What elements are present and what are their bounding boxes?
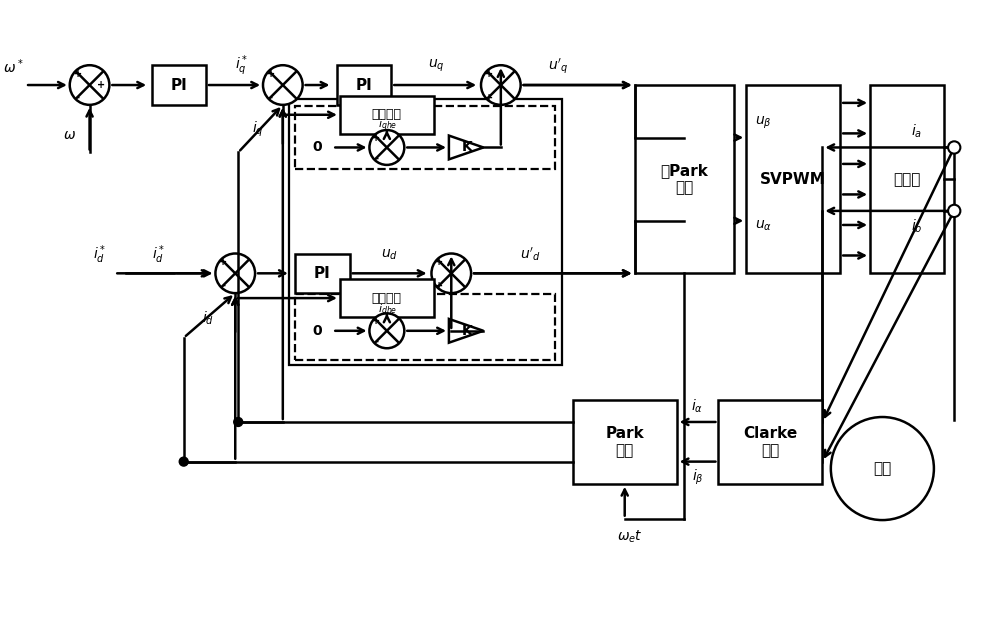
Text: 反Park
变换: 反Park 变换: [660, 163, 708, 195]
Text: 0: 0: [313, 324, 322, 338]
Bar: [870, 85, 944, 273]
Text: $i_q$: $i_q$: [252, 120, 264, 139]
Text: PI: PI: [356, 77, 372, 93]
Bar: [340, 279, 434, 317]
Text: $u_\beta$: $u_\beta$: [755, 114, 772, 131]
Text: Clarke
变换: Clarke 变换: [743, 426, 798, 458]
Text: $i_\alpha$: $i_\alpha$: [691, 397, 704, 415]
Text: $i_\beta$: $i_\beta$: [692, 468, 703, 487]
Text: +: +: [485, 93, 493, 103]
Bar: [718, 400, 822, 484]
Circle shape: [948, 205, 960, 217]
Text: -: -: [374, 337, 378, 347]
Polygon shape: [449, 135, 483, 159]
Text: $i_b$: $i_b$: [911, 218, 922, 235]
Text: +: +: [435, 281, 443, 291]
Bar: [289, 99, 562, 365]
Circle shape: [369, 313, 404, 349]
Text: $u_q$: $u_q$: [428, 58, 445, 74]
Circle shape: [369, 130, 404, 165]
Text: -: -: [76, 93, 80, 103]
Circle shape: [948, 142, 960, 154]
Text: $i_{dhe}$: $i_{dhe}$: [378, 302, 398, 316]
Text: K: K: [462, 324, 473, 338]
Bar: [152, 66, 206, 105]
Text: $i_d^*$: $i_d^*$: [152, 243, 166, 266]
Text: K: K: [462, 140, 473, 154]
Text: PI: PI: [170, 77, 187, 93]
Text: +: +: [485, 69, 493, 79]
Bar: [337, 66, 391, 105]
Bar: [340, 96, 434, 133]
Circle shape: [831, 417, 934, 520]
Text: $u_d$: $u_d$: [381, 247, 398, 261]
Text: $i_{qhe}$: $i_{qhe}$: [378, 117, 398, 134]
Text: 0: 0: [313, 140, 322, 154]
Text: $\omega^*$: $\omega^*$: [3, 58, 24, 77]
Circle shape: [215, 253, 255, 293]
Text: PI: PI: [314, 266, 331, 281]
Circle shape: [431, 253, 471, 293]
Circle shape: [263, 66, 303, 105]
Bar: [635, 85, 734, 273]
Bar: [573, 400, 677, 484]
Text: $\omega$: $\omega$: [63, 127, 76, 142]
Bar: [295, 253, 350, 293]
Text: 电机: 电机: [873, 461, 892, 476]
Text: +: +: [372, 133, 380, 143]
Text: $\omega_e t$: $\omega_e t$: [617, 528, 643, 544]
Text: +: +: [372, 316, 380, 326]
Bar: [295, 106, 555, 169]
Bar: [295, 294, 555, 360]
Text: 谐波估计: 谐波估计: [372, 292, 402, 305]
Text: $i_d$: $i_d$: [202, 309, 215, 327]
Text: +: +: [74, 69, 82, 79]
Text: 逆变器: 逆变器: [893, 172, 921, 187]
Text: Park
变换: Park 变换: [605, 426, 644, 458]
Text: +: +: [267, 69, 275, 79]
Text: $i_d^*$: $i_d^*$: [93, 243, 106, 266]
Circle shape: [481, 66, 521, 105]
Text: $u'_d$: $u'_d$: [520, 246, 541, 263]
Text: $i_q^*$: $i_q^*$: [235, 54, 248, 78]
Text: +: +: [97, 80, 106, 90]
Text: -: -: [269, 93, 273, 103]
Text: SVPWM: SVPWM: [760, 172, 826, 187]
Text: -: -: [221, 281, 225, 291]
Text: $u_\alpha$: $u_\alpha$: [755, 219, 772, 233]
Text: -: -: [374, 154, 378, 164]
Text: $i_a$: $i_a$: [911, 123, 922, 140]
Polygon shape: [449, 319, 483, 343]
Text: 谐波估计: 谐波估计: [372, 108, 402, 121]
Text: $u'_q$: $u'_q$: [548, 56, 569, 76]
Bar: [746, 85, 840, 273]
Text: +: +: [219, 258, 227, 268]
Text: +: +: [435, 258, 443, 268]
Circle shape: [70, 66, 109, 105]
Circle shape: [234, 418, 243, 426]
Circle shape: [179, 457, 188, 466]
